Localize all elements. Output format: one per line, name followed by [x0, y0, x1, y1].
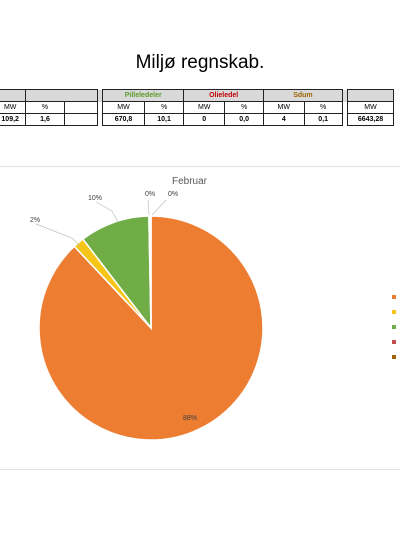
- leader-line: [147, 199, 150, 216]
- table-value-row: 109,2 1,6 670,8 10,1 0 0,0 4 0,1 6643,28: [0, 113, 395, 126]
- value-cell: 109,2: [0, 113, 27, 126]
- unit-cell: MW: [346, 101, 395, 114]
- legend-marker: [392, 310, 396, 314]
- legend-marker: [392, 340, 396, 344]
- chart-legend: [392, 295, 396, 370]
- legend-marker: [392, 325, 396, 329]
- legend-marker: [392, 355, 396, 359]
- pie-slice: [81, 215, 152, 331]
- leader-line: [95, 201, 119, 223]
- leader-line: [35, 223, 81, 247]
- group-label-pillet: Pilleledeler: [102, 89, 185, 102]
- value-cell: 6643,28: [346, 113, 395, 126]
- value-cell: 0: [183, 113, 226, 126]
- chart-area: [0, 166, 400, 470]
- energy-table: Pilleledeler Olieledel Sdum MW % MW % MW…: [0, 89, 395, 126]
- unit-cell: MW: [263, 101, 305, 114]
- leader-line: [151, 199, 167, 216]
- slice-label: 88%: [183, 415, 197, 422]
- value-cell: 1,6: [25, 113, 65, 126]
- chart-title: Februar: [172, 176, 208, 187]
- legend-marker: [392, 295, 396, 299]
- value-cell: 10,1: [143, 113, 185, 126]
- page-title: Miljø regnskab.: [135, 52, 265, 73]
- slice-label: 10%: [88, 195, 102, 202]
- slice-label: 0%: [145, 191, 155, 198]
- table-unit-row: MW % MW % MW % MW % MW: [0, 101, 395, 114]
- slice-label: 0%: [168, 191, 178, 198]
- slice-label: 2%: [30, 217, 40, 224]
- group-label-oil: Olieledel: [183, 89, 265, 102]
- value-cell: 4: [263, 113, 305, 126]
- pie-slice: [148, 215, 152, 329]
- group-label: [346, 89, 395, 102]
- value-cell: 0,0: [224, 113, 265, 126]
